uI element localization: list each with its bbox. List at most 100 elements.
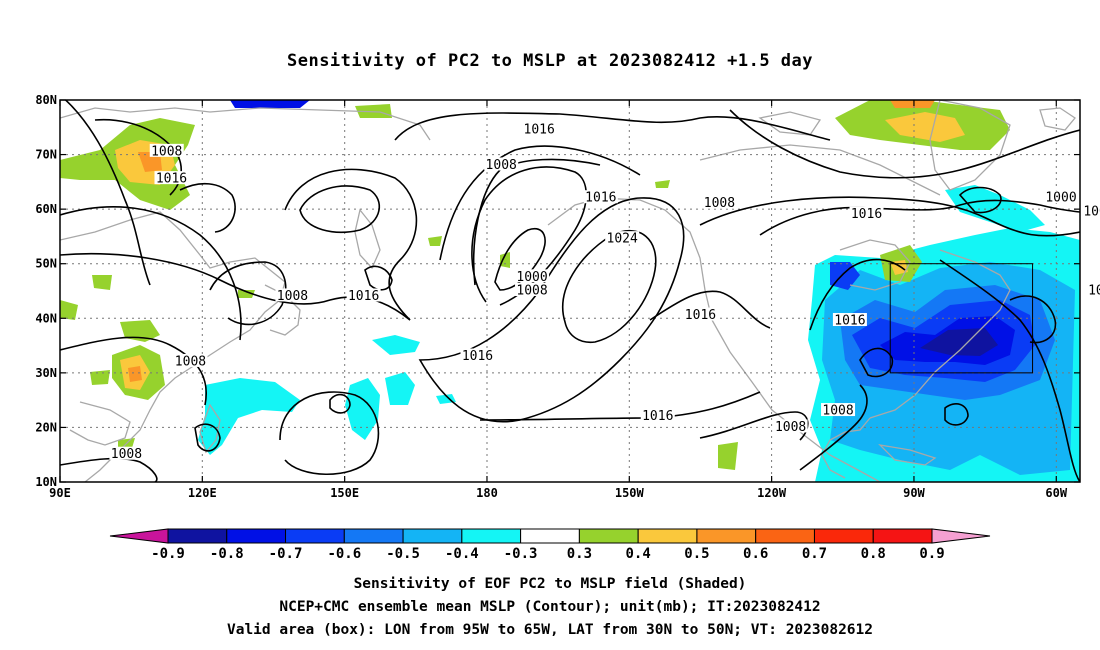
lon-tick-label: 180 — [476, 486, 498, 500]
contour-label-bg — [683, 307, 718, 321]
coast-china-inner — [69, 401, 131, 446]
contour-label: 1008 — [704, 196, 735, 211]
shade-positive-small-1 — [428, 236, 442, 246]
contour-label: 1008 — [486, 158, 517, 173]
coastline-layer — [60, 100, 1076, 482]
contour-label-bg — [702, 195, 737, 209]
colorbar-box — [167, 528, 228, 544]
contour-label: 1008 — [516, 284, 547, 299]
colorbar-box — [343, 528, 404, 544]
lon-tick-label: 90E — [49, 486, 71, 500]
coast-cuba — [878, 444, 937, 466]
colorbar-box — [755, 528, 815, 544]
colorbar-label: -0.8 — [210, 546, 244, 562]
shade-positive-greenland-orange — [885, 112, 965, 142]
colorbar-box — [285, 528, 345, 544]
coast-philippines — [199, 403, 221, 454]
lon-tick-label: 60W — [1045, 486, 1067, 500]
colorbar-box — [872, 528, 933, 544]
shade-negative-atlantic-l5 — [920, 328, 998, 356]
coast-asia-north — [60, 107, 431, 141]
contour-labels: 1016100810081016101610081016100010081016… — [109, 122, 1100, 462]
shade-positive-small-5 — [238, 290, 255, 298]
shade-positive-tibet — [60, 300, 78, 320]
lat-tick-label: 30N — [35, 366, 57, 380]
contour-1008-small-1 — [364, 265, 393, 291]
colorbar-right-arrow — [931, 528, 991, 544]
contour-label-bg — [1081, 203, 1100, 217]
shade-positive-gulf-alaska — [718, 442, 738, 470]
contour-1016-greenland — [729, 109, 1080, 179]
contour-label-bg — [640, 408, 675, 422]
lon-tick-label: 150W — [615, 486, 645, 500]
contour-label: 1008 — [277, 289, 308, 304]
contour-1008-asia-inner — [209, 261, 287, 326]
colorbar: -0.9 -0.8 -0.7 -0.6 -0.5 -0.4 -0.3 0.3 0.4 0.5 0.6… — [109, 528, 991, 562]
shading-layer — [60, 100, 1080, 482]
colorbar-label: -0.3 — [504, 546, 538, 562]
contour-label-bg — [1044, 190, 1079, 204]
shade-negative-greatlakes — [830, 262, 860, 290]
shade-positive-india — [120, 320, 160, 342]
contour-1016-siberia — [64, 100, 151, 286]
contour-label: 1008 — [822, 404, 853, 419]
colorbar-box — [520, 528, 580, 544]
colorbar-label: -0.4 — [445, 546, 479, 562]
colorbar-box — [461, 528, 522, 544]
contour-1008-labrador — [699, 196, 1080, 237]
lat-tick-label: 70N — [35, 148, 57, 162]
contour-label: 1016 — [524, 123, 555, 138]
contour-label: 1024 — [607, 232, 638, 247]
contour-label-bg — [275, 288, 310, 302]
contour-label-bg — [773, 419, 808, 433]
colorbar-box — [813, 528, 874, 544]
contour-label: 1016 — [834, 314, 865, 329]
coast-namerica-east — [869, 249, 1011, 419]
lon-tick-label: 120W — [757, 486, 787, 500]
colorbar-label: -0.6 — [327, 546, 361, 562]
shade-positive-mongolia — [92, 275, 112, 290]
colorbar-label: 0.7 — [802, 546, 827, 562]
contour-label-bg — [515, 269, 550, 283]
colorbar-label: 0.9 — [919, 546, 944, 562]
lon-tick-label: 120E — [188, 486, 217, 500]
contour-label: 1016 — [348, 289, 379, 304]
colorbar-box — [226, 528, 287, 544]
contour-label: 1008 — [175, 354, 206, 369]
contour-1016-siberia-small — [179, 182, 236, 233]
colorbar-label: 0.4 — [626, 546, 651, 562]
contour-label-bg — [849, 206, 884, 220]
contour-label: 1016 — [462, 349, 493, 364]
lat-tick-label: 20N — [35, 420, 57, 434]
contour-1008-okhotsk — [299, 185, 381, 233]
colorbar-left-arrow — [109, 528, 169, 544]
shade-positive-small-2 — [500, 252, 510, 268]
coast-asia-east — [60, 211, 286, 482]
contour-1016-small-wpac — [329, 393, 351, 414]
coast-namerica-west — [704, 289, 881, 482]
caption-line-3: Valid area (box): LON from 95W to 65W, L… — [227, 622, 873, 638]
contour-1016-bermuda — [944, 403, 969, 426]
contour-1016-wpac-high — [279, 391, 380, 475]
contour-label-bg — [484, 157, 519, 171]
figure-title: Sensitivity of PC2 to MSLP at 2023082412… — [287, 51, 813, 71]
contour-label: 1000 — [516, 270, 547, 285]
contour-label-bg — [1086, 283, 1100, 296]
shade-negative-wpac-3 — [385, 372, 415, 405]
contour-label-bg — [346, 288, 381, 302]
lon-tick-label: 90W — [903, 486, 925, 500]
shade-negative-wpac-1 — [198, 378, 300, 455]
contour-label-bg — [515, 283, 550, 296]
coast-namerica-north — [699, 144, 941, 196]
contour-label-bg — [583, 190, 618, 204]
lat-tick-label: 80N — [35, 93, 57, 107]
contour-1016-okhotsk — [284, 168, 418, 321]
lon-tick-label: 150E — [330, 486, 359, 500]
contour-label: 1008 — [1083, 204, 1100, 219]
shade-positive-small-6 — [655, 180, 670, 188]
lat-tick-label: 50N — [35, 257, 57, 271]
contour-label: 1000 — [1045, 191, 1076, 206]
contour-label-bg — [522, 122, 557, 136]
